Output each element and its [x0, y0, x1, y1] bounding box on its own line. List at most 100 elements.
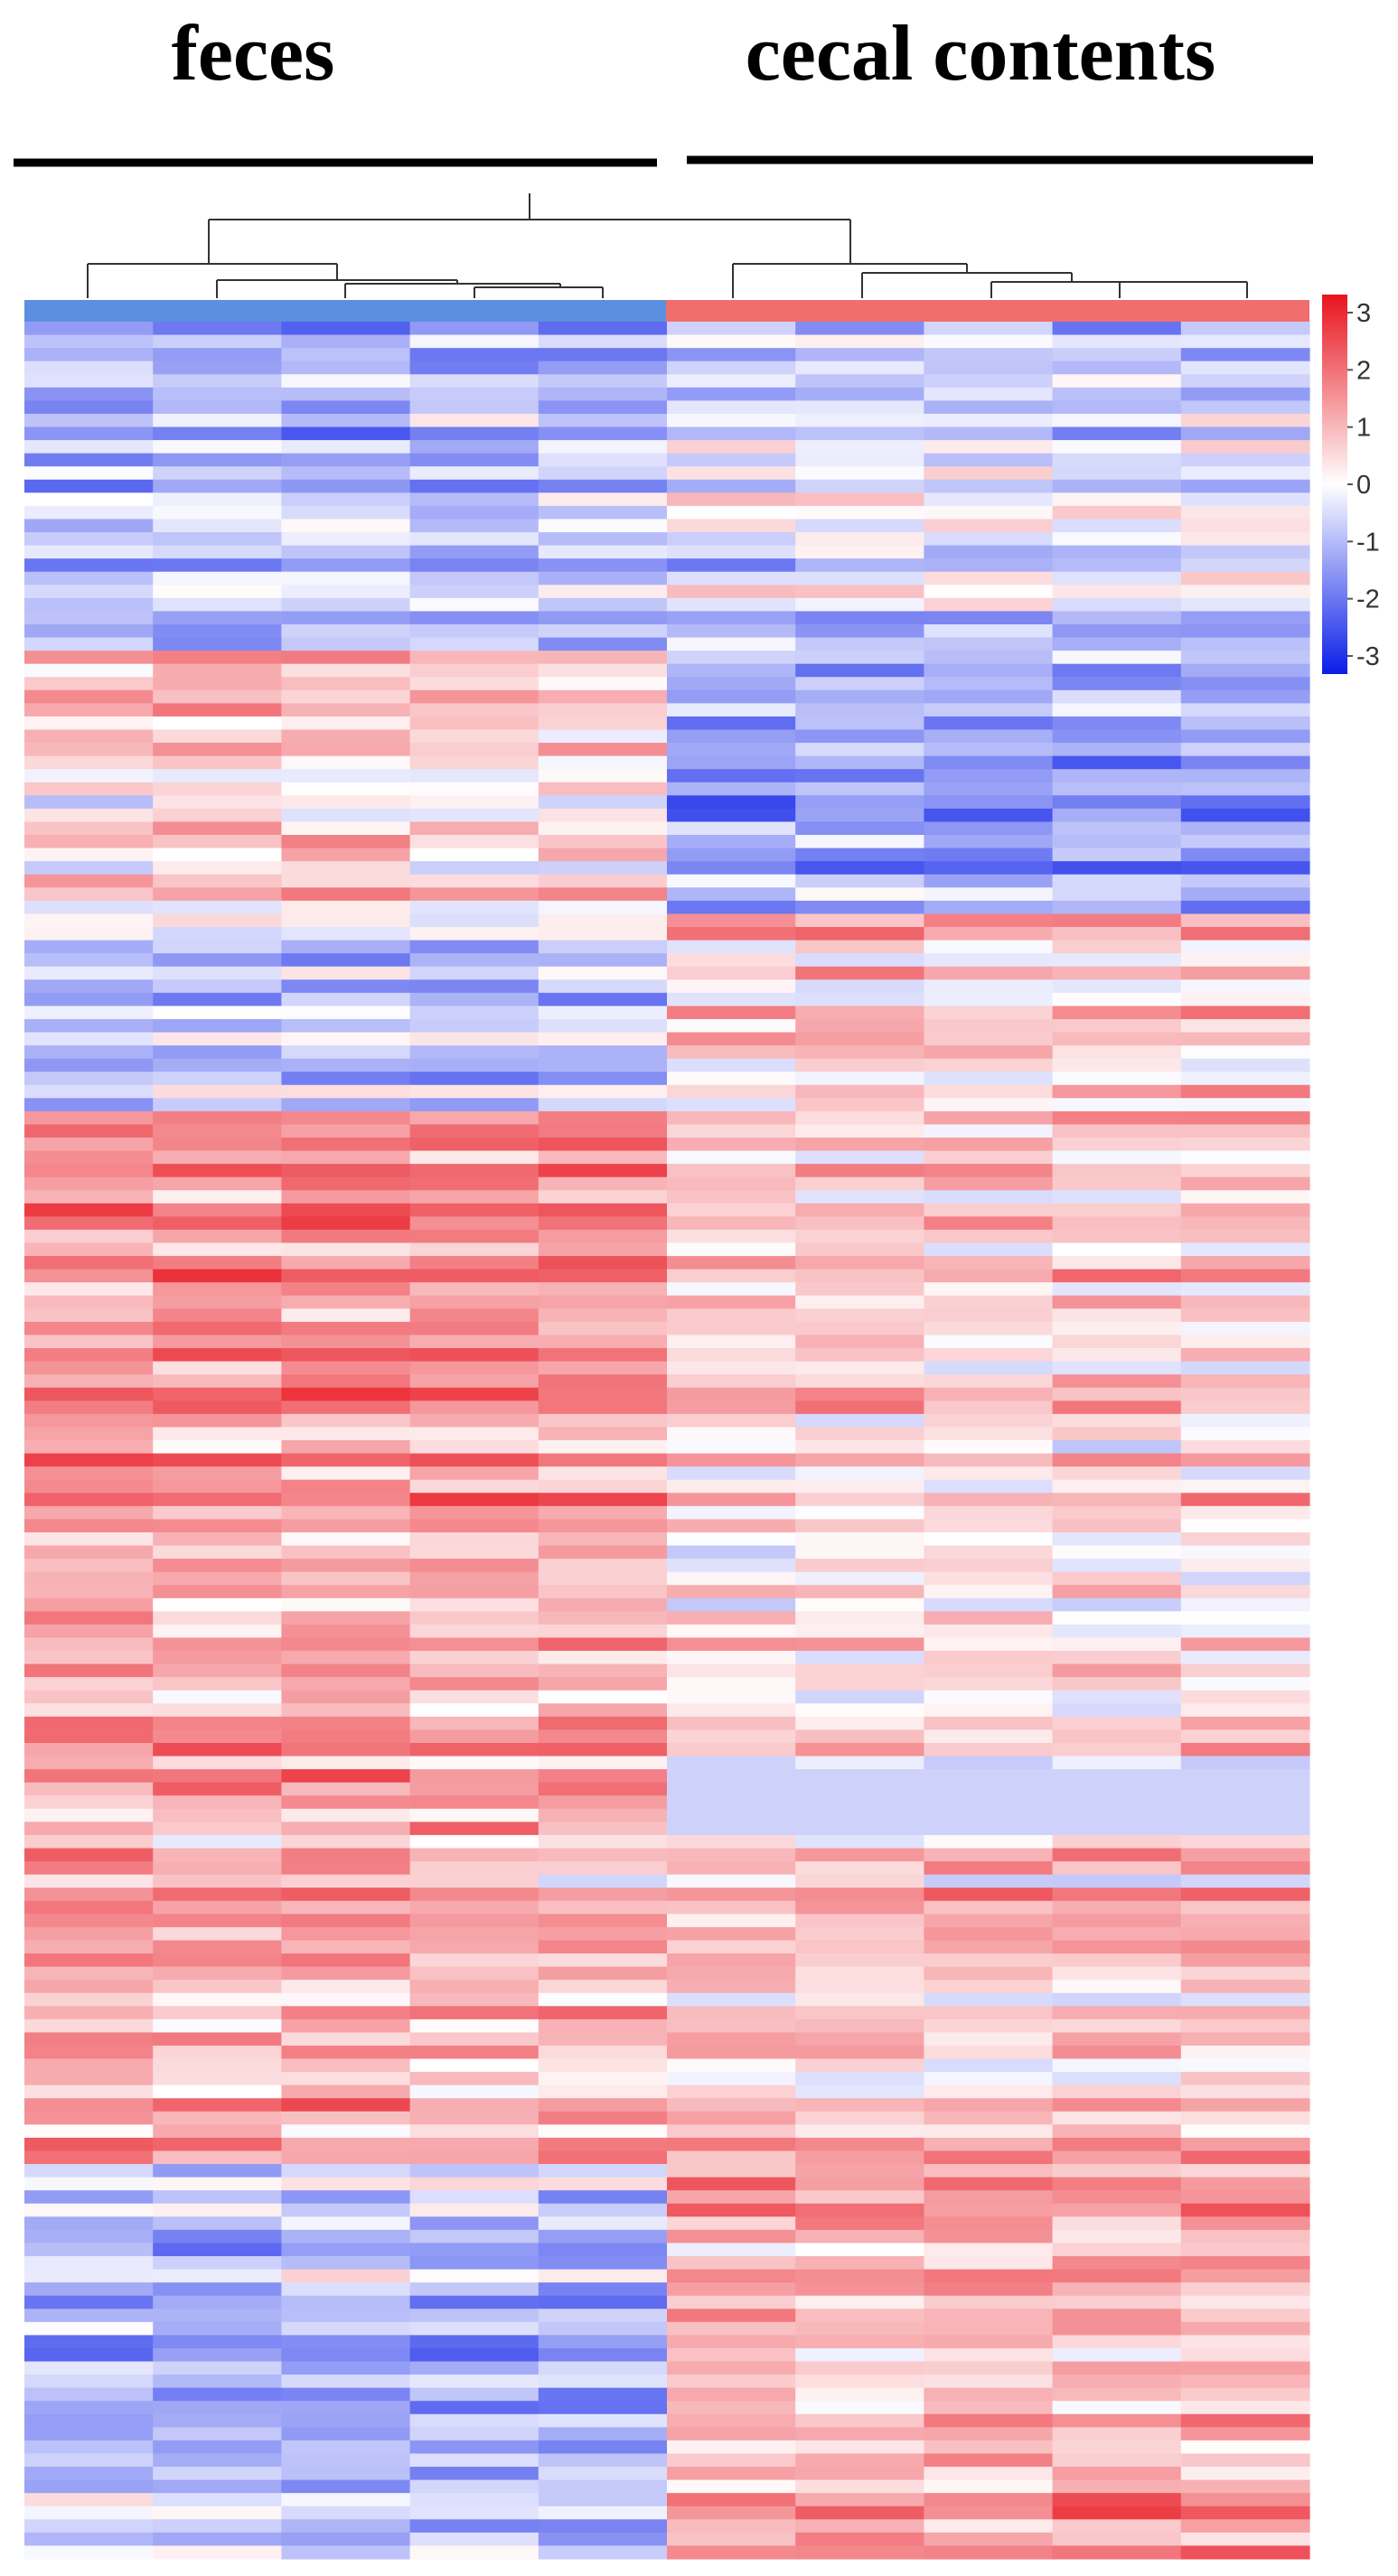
heatmap-cell	[538, 2269, 668, 2283]
heatmap-cell	[1180, 2084, 1310, 2099]
heatmap-cell	[667, 1966, 796, 1981]
heatmap-cell	[281, 848, 411, 862]
heatmap-cell	[24, 2493, 154, 2507]
heatmap-cell	[538, 1532, 668, 1547]
heatmap-cell	[924, 2032, 1054, 2047]
heatmap-cell	[795, 1782, 924, 1796]
heatmap-cell	[409, 1466, 539, 1481]
heatmap-cell	[1180, 2506, 1310, 2520]
heatmap-cell	[1180, 2519, 1310, 2534]
heatmap-cell	[153, 479, 282, 493]
heatmap-cell	[924, 1098, 1054, 1112]
heatmap-cell	[24, 2532, 154, 2547]
heatmap-cell	[538, 361, 668, 375]
heatmap-cell	[538, 1900, 668, 1915]
heatmap-cell	[24, 1400, 154, 1415]
heatmap-cell	[1180, 2440, 1310, 2455]
heatmap-cell	[538, 848, 668, 862]
heatmap-cell	[795, 1138, 924, 1152]
heatmap-cell	[667, 1677, 796, 1691]
heatmap-cell	[281, 2479, 411, 2494]
heatmap-cell	[538, 1769, 668, 1784]
heatmap-cell	[281, 2532, 411, 2547]
heatmap-cell	[538, 1361, 668, 1375]
heatmap-cell	[924, 413, 1054, 428]
heatmap-cell	[538, 1992, 668, 2007]
heatmap-cell	[924, 1138, 1054, 1152]
heatmap-cell	[1052, 1663, 1182, 1678]
heatmap-cell	[153, 2335, 282, 2349]
heatmap-cell	[409, 623, 539, 639]
heatmap-cell	[24, 1072, 154, 1086]
heatmap-cell	[795, 426, 924, 441]
heatmap-cell	[1052, 1953, 1182, 1968]
heatmap-cell	[538, 1690, 668, 1704]
heatmap-cell	[1052, 1190, 1182, 1204]
heatmap-cell	[538, 1479, 668, 1494]
heatmap-cell	[1052, 716, 1182, 731]
heatmap-cell	[924, 1308, 1054, 1323]
heatmap-cell	[409, 1032, 539, 1046]
heatmap-cell	[409, 651, 539, 665]
heatmap-cell	[1052, 1098, 1182, 1112]
heatmap-cell	[24, 2269, 154, 2283]
heatmap-cell	[281, 1453, 411, 1467]
heatmap-cell	[924, 505, 1054, 520]
heatmap-cell	[281, 2216, 411, 2231]
heatmap-cell	[667, 716, 796, 731]
heatmap-cell	[281, 2309, 411, 2323]
heatmap-cell	[538, 2427, 668, 2441]
heatmap-cell	[1052, 2229, 1182, 2244]
heatmap-cell	[24, 1124, 154, 1138]
heatmap-cell	[409, 1164, 539, 1178]
heatmap-cell	[153, 623, 282, 639]
heatmap-cell	[667, 2321, 796, 2336]
heatmap-cell	[538, 940, 668, 954]
heatmap-cell	[667, 2256, 796, 2271]
heatmap-cell	[24, 1690, 154, 1704]
heatmap-cell	[281, 1677, 411, 1691]
heatmap-cell	[667, 505, 796, 520]
heatmap-cell	[795, 1532, 924, 1547]
heatmap-cell	[1180, 1400, 1310, 1415]
heatmap-cell	[1052, 1545, 1182, 1560]
heatmap-cell	[281, 545, 411, 559]
heatmap-cell	[538, 2506, 668, 2520]
heatmap-cell	[795, 348, 924, 362]
heatmap-cell	[1052, 2467, 1182, 2481]
heatmap-cell	[667, 623, 796, 639]
heatmap-cell	[1052, 2150, 1182, 2165]
heatmap-cell	[281, 334, 411, 349]
heatmap-cell	[281, 1150, 411, 1165]
heatmap-cell	[795, 835, 924, 849]
heatmap-cell	[795, 992, 924, 1007]
heatmap-cell	[538, 1848, 668, 1862]
heatmap-cell	[538, 1348, 668, 1363]
heatmap-cell	[24, 413, 154, 428]
heatmap-cell	[24, 571, 154, 585]
heatmap-cell	[1180, 479, 1310, 493]
heatmap-cell	[667, 1782, 796, 1796]
heatmap-cell	[153, 1479, 282, 1494]
heatmap-cell	[667, 2124, 796, 2139]
heatmap-cell	[281, 2190, 411, 2205]
heatmap-cell	[667, 1400, 796, 1415]
heatmap-cell	[924, 1690, 1054, 1704]
heatmap-cell	[153, 1782, 282, 1796]
heatmap-cell	[1052, 2006, 1182, 2020]
heatmap-cell	[153, 1992, 282, 2007]
heatmap-cell	[1052, 1597, 1182, 1612]
heatmap-cell	[538, 953, 668, 968]
heatmap-cell	[667, 2532, 796, 2547]
heatmap-cell	[667, 1940, 796, 1954]
heatmap-cell	[24, 1795, 154, 1810]
heatmap-cell	[409, 913, 539, 928]
heatmap-cell	[281, 387, 411, 401]
heatmap-cell	[153, 2006, 282, 2020]
heatmap-cell	[795, 1861, 924, 1876]
heatmap-cell	[795, 1084, 924, 1099]
heatmap-cell	[667, 413, 796, 428]
heatmap-cell	[153, 1861, 282, 1876]
heatmap-cell	[1052, 1138, 1182, 1152]
heatmap-cell	[409, 1980, 539, 1994]
